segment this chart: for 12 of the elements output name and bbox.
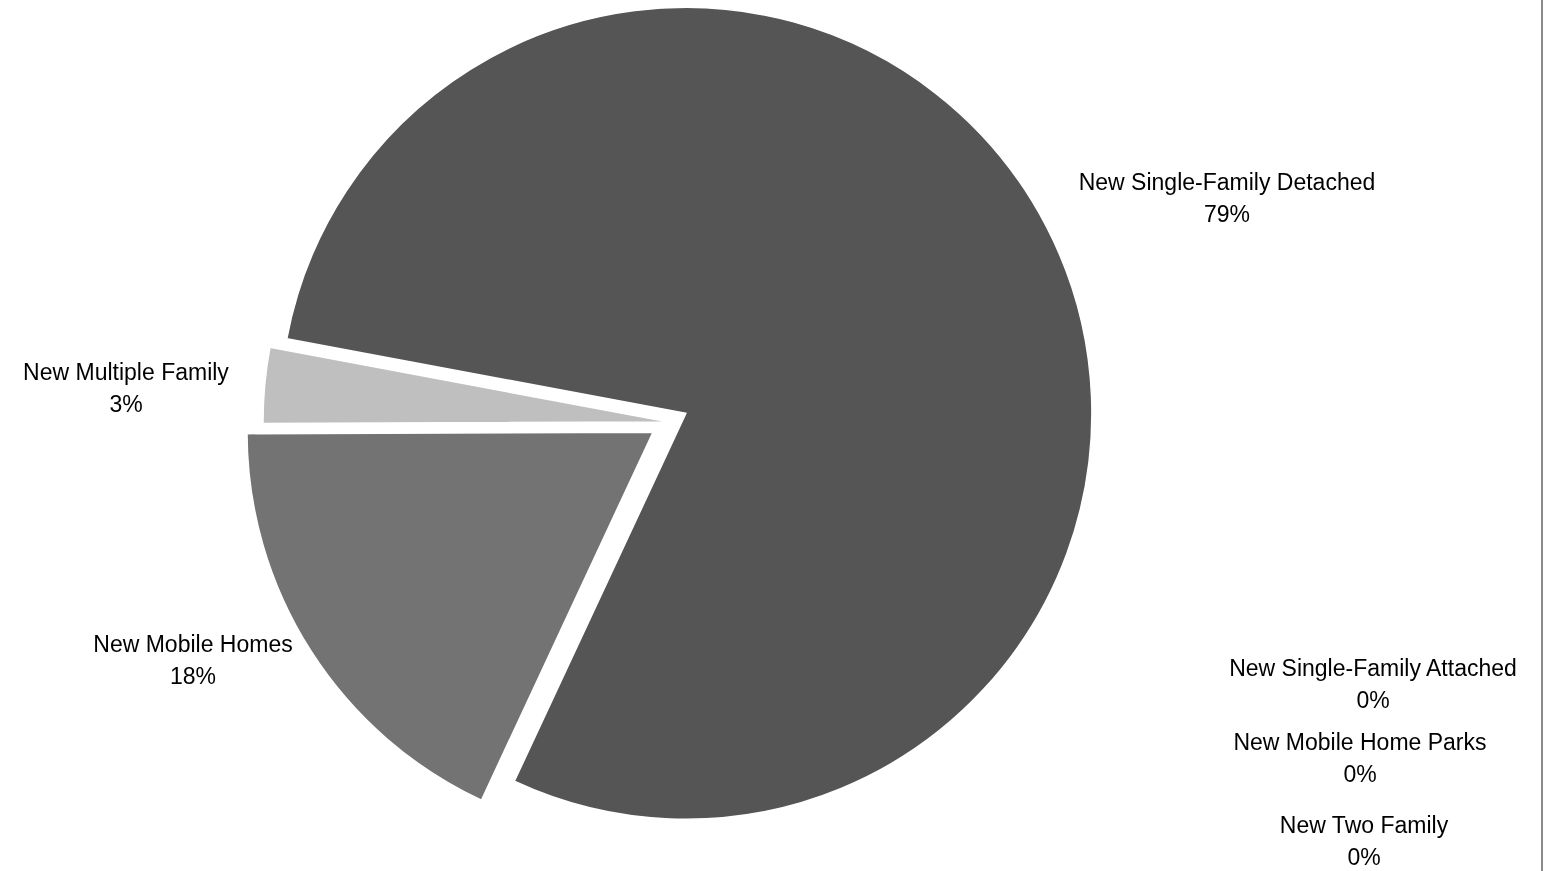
slice-label: New Multiple Family — [23, 359, 230, 385]
slice-label: New Single-Family Detached — [1078, 169, 1376, 195]
category-label: New Single-Family Attached — [1229, 655, 1517, 681]
text: 0% — [1343, 761, 1377, 787]
slice-label: New Mobile Homes — [93, 631, 293, 657]
data-label: 79% — [1203, 201, 1251, 227]
data-label: 18% — [169, 663, 217, 689]
text: 0% — [1356, 687, 1390, 713]
category-label: New Two Family — [1279, 812, 1449, 838]
category-label: New Mobile Home Parks — [1233, 729, 1487, 755]
text: 0% — [1347, 844, 1381, 870]
data-label: 3% — [109, 391, 143, 417]
